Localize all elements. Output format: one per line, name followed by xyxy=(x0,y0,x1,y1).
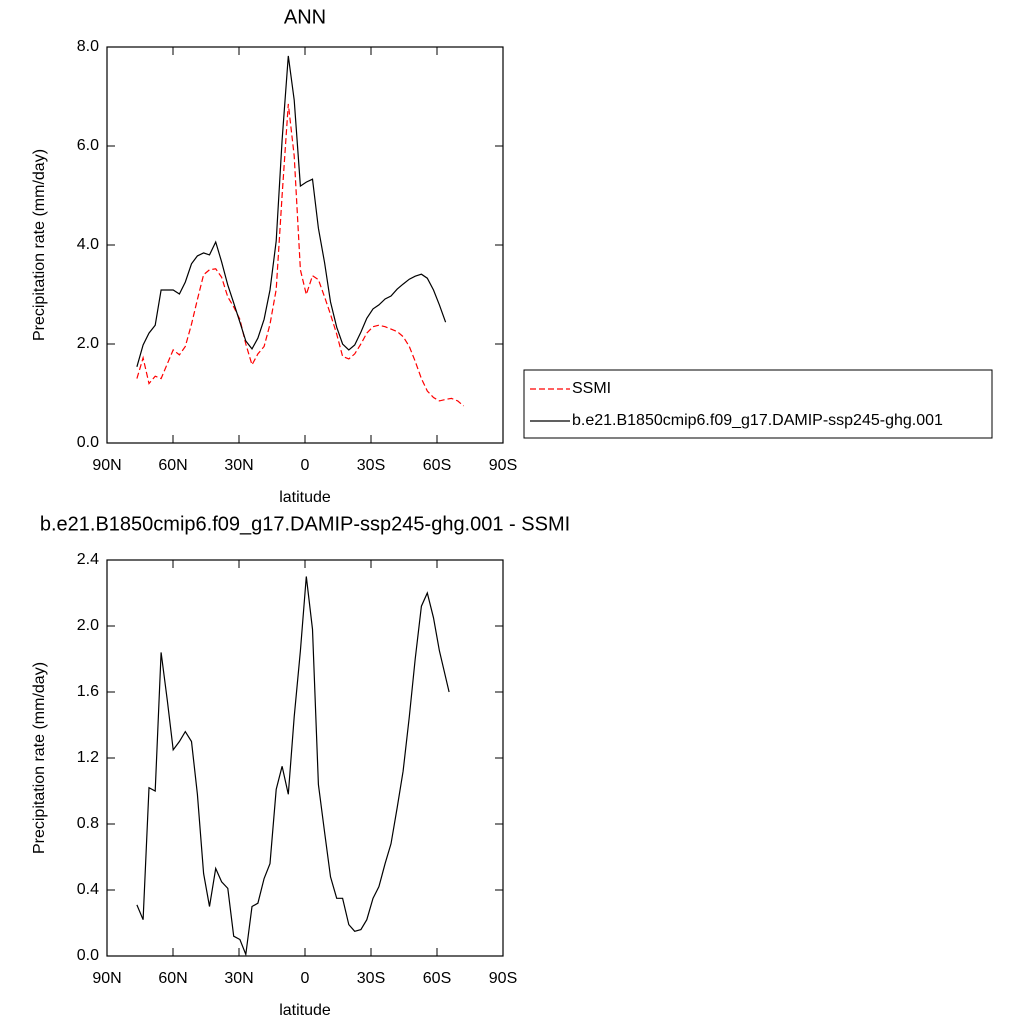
y-tick-label: 8.0 xyxy=(77,38,99,55)
x-tick-label: 0 xyxy=(301,457,310,474)
y-tick-label: 2.0 xyxy=(77,335,99,352)
x-tick-label: 60S xyxy=(423,457,451,474)
y-axis-label: Precipitation rate (mm/day) xyxy=(31,662,48,854)
y-tick-label: 1.2 xyxy=(77,749,99,766)
y-tick-label: 0.4 xyxy=(77,881,99,898)
x-tick-label: 30S xyxy=(357,457,385,474)
y-tick-label: 0.0 xyxy=(77,434,99,451)
x-tick-label: 90N xyxy=(92,970,121,987)
legend-box xyxy=(523,369,993,439)
y-tick-label: 6.0 xyxy=(77,137,99,154)
y-tick-label: 4.0 xyxy=(77,236,99,253)
y-tick-label: 0.0 xyxy=(77,947,99,964)
legend-label: SSMI xyxy=(572,380,611,397)
chart-title: b.e21.B1850cmip6.f09_g17.DAMIP-ssp245-gh… xyxy=(40,513,570,535)
x-tick-label: 90S xyxy=(489,457,517,474)
x-tick-label: 60S xyxy=(423,970,451,987)
y-axis-label: Precipitation rate (mm/day) xyxy=(31,149,48,341)
y-tick-label: 1.6 xyxy=(77,683,99,700)
y-tick-label: 0.8 xyxy=(77,815,99,832)
x-axis-label: latitude xyxy=(279,489,331,506)
x-tick-label: 30N xyxy=(224,970,253,987)
chart-title: ANN xyxy=(284,6,326,28)
x-tick-label: 30S xyxy=(357,970,385,987)
y-tick-label: 2.4 xyxy=(77,551,99,568)
data-line xyxy=(136,55,447,367)
x-tick-label: 90N xyxy=(92,457,121,474)
plot-frame xyxy=(106,46,504,444)
x-tick-label: 30N xyxy=(224,457,253,474)
data-line xyxy=(136,576,450,957)
plot-frame xyxy=(106,559,504,957)
data-line xyxy=(136,103,464,407)
x-tick-label: 60N xyxy=(158,457,187,474)
x-tick-label: 60N xyxy=(158,970,187,987)
y-tick-label: 2.0 xyxy=(77,617,99,634)
x-tick-label: 0 xyxy=(301,970,310,987)
x-axis-label: latitude xyxy=(279,1002,331,1019)
legend-label: b.e21.B1850cmip6.f09_g17.DAMIP-ssp245-gh… xyxy=(572,412,943,429)
x-tick-label: 90S xyxy=(489,970,517,987)
